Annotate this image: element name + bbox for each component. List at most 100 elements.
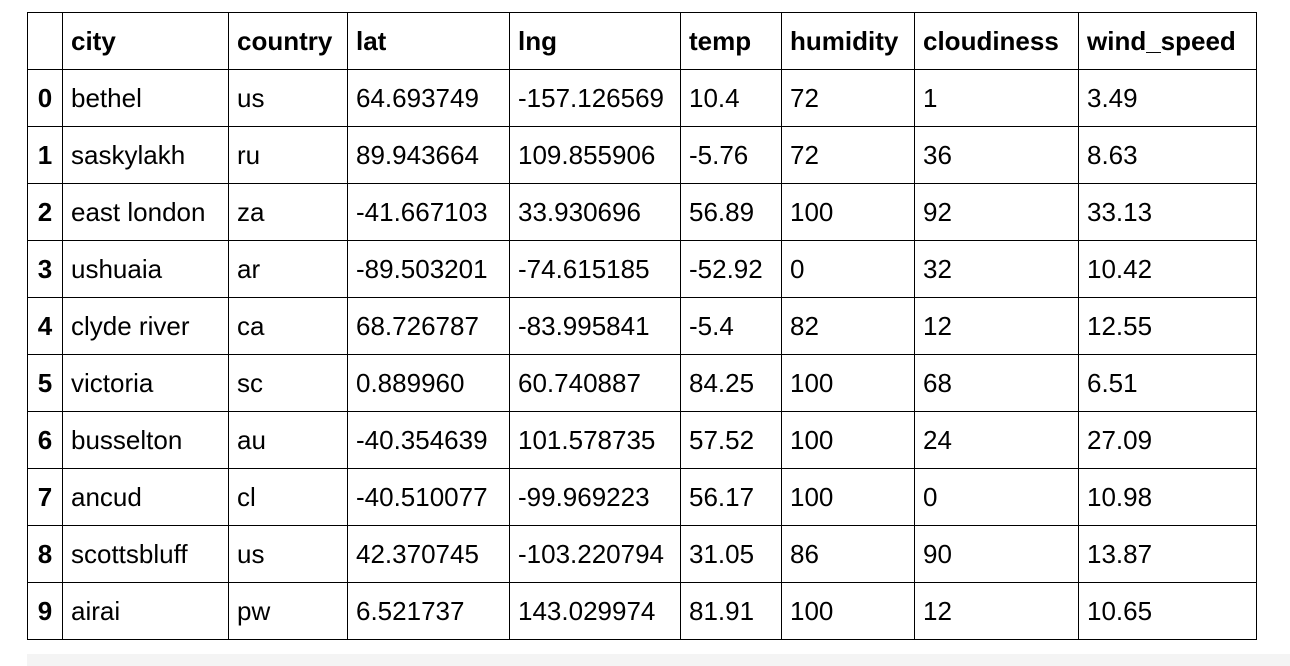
column-header-lat: lat — [347, 12, 510, 70]
row-index: 1 — [27, 126, 63, 184]
cell-cloudiness: 12 — [914, 297, 1079, 355]
row-index: 0 — [27, 69, 63, 127]
cell-wind-speed: 12.55 — [1078, 297, 1257, 355]
cell-lng: 33.930696 — [509, 183, 681, 241]
cell-lat: 89.943664 — [347, 126, 510, 184]
cell-humidity: 72 — [781, 69, 915, 127]
cell-lat: 64.693749 — [347, 69, 510, 127]
cell-country: us — [228, 69, 348, 127]
cell-cloudiness: 32 — [914, 240, 1079, 298]
cell-city: ancud — [62, 468, 229, 526]
cell-wind-speed: 3.49 — [1078, 69, 1257, 127]
cell-cloudiness: 36 — [914, 126, 1079, 184]
table-row: 8 scottsbluff us 42.370745 -103.220794 31.05 8… — [27, 525, 1257, 583]
cell-lat: -40.354639 — [347, 411, 510, 469]
cell-humidity: 100 — [781, 411, 915, 469]
cell-country: za — [228, 183, 348, 241]
table-row: 3 ushuaia ar -89.503201 -74.615185 -52.92 0 32 1… — [27, 240, 1257, 298]
table-row: 1 saskylakh ru 89.943664 109.855906 -5.76 72 36… — [27, 126, 1257, 184]
cell-country: sc — [228, 354, 348, 412]
cell-lat: 68.726787 — [347, 297, 510, 355]
cell-cloudiness: 1 — [914, 69, 1079, 127]
table-row: 2 east london za -41.667103 33.930696 56.89 10… — [27, 183, 1257, 241]
cell-cloudiness: 92 — [914, 183, 1079, 241]
row-index: 9 — [27, 582, 63, 640]
cell-lng: 143.029974 — [509, 582, 681, 640]
column-header-humidity: humidity — [781, 12, 915, 70]
output-scroll-area — [27, 654, 1290, 666]
cell-city: scottsbluff — [62, 525, 229, 583]
column-header-country: country — [228, 12, 348, 70]
cell-country: us — [228, 525, 348, 583]
row-index: 5 — [27, 354, 63, 412]
cell-wind-speed: 33.13 — [1078, 183, 1257, 241]
cell-country: cl — [228, 468, 348, 526]
cell-lng: -157.126569 — [509, 69, 681, 127]
cell-country: ca — [228, 297, 348, 355]
column-header-lng: lng — [509, 12, 681, 70]
cell-humidity: 82 — [781, 297, 915, 355]
cell-city: victoria — [62, 354, 229, 412]
cell-temp: -5.4 — [680, 297, 782, 355]
cell-wind-speed: 13.87 — [1078, 525, 1257, 583]
cell-wind-speed: 10.65 — [1078, 582, 1257, 640]
cell-city: airai — [62, 582, 229, 640]
cell-city: clyde river — [62, 297, 229, 355]
column-header-temp: temp — [680, 12, 782, 70]
cell-lng: 60.740887 — [509, 354, 681, 412]
cell-temp: -52.92 — [680, 240, 782, 298]
cell-temp: 56.17 — [680, 468, 782, 526]
table-header: city country lat lng temp humidity cloudiness w… — [27, 12, 1257, 70]
row-index: 8 — [27, 525, 63, 583]
cell-lat: -41.667103 — [347, 183, 510, 241]
cell-humidity: 100 — [781, 468, 915, 526]
cell-city: busselton — [62, 411, 229, 469]
cell-temp: 31.05 — [680, 525, 782, 583]
row-index: 3 — [27, 240, 63, 298]
cell-lng: 101.578735 — [509, 411, 681, 469]
cell-wind-speed: 27.09 — [1078, 411, 1257, 469]
cell-city: east london — [62, 183, 229, 241]
cell-wind-speed: 10.98 — [1078, 468, 1257, 526]
table-body: 0 bethel us 64.693749 -157.126569 10.4 72 1 3.49… — [27, 69, 1257, 640]
table-row: 4 clyde river ca 68.726787 -83.995841 -5.4 82 1… — [27, 297, 1257, 355]
row-index: 6 — [27, 411, 63, 469]
cell-temp: 84.25 — [680, 354, 782, 412]
cell-humidity: 100 — [781, 183, 915, 241]
cell-lng: -83.995841 — [509, 297, 681, 355]
cell-cloudiness: 12 — [914, 582, 1079, 640]
cell-lat: 0.889960 — [347, 354, 510, 412]
table-row: 7 ancud cl -40.510077 -99.969223 56.17 100 0 10.… — [27, 468, 1257, 526]
cell-temp: 10.4 — [680, 69, 782, 127]
header-row: city country lat lng temp humidity cloudiness w… — [27, 12, 1257, 70]
cell-humidity: 100 — [781, 354, 915, 412]
cell-humidity: 72 — [781, 126, 915, 184]
cell-lat: -89.503201 — [347, 240, 510, 298]
cell-wind-speed: 8.63 — [1078, 126, 1257, 184]
cell-country: ar — [228, 240, 348, 298]
cell-cloudiness: 68 — [914, 354, 1079, 412]
cell-wind-speed: 10.42 — [1078, 240, 1257, 298]
cell-temp: 57.52 — [680, 411, 782, 469]
cell-humidity: 100 — [781, 582, 915, 640]
column-header-wind-speed: wind_speed — [1078, 12, 1257, 70]
cell-city: ushuaia — [62, 240, 229, 298]
cell-country: au — [228, 411, 348, 469]
dataframe-output: city country lat lng temp humidity cloudiness w… — [27, 12, 1257, 640]
cell-cloudiness: 90 — [914, 525, 1079, 583]
row-index: 7 — [27, 468, 63, 526]
cell-cloudiness: 0 — [914, 468, 1079, 526]
cell-temp: 81.91 — [680, 582, 782, 640]
table-row: 9 airai pw 6.521737 143.029974 81.91 100 12 10.6… — [27, 582, 1257, 640]
cell-lng: -103.220794 — [509, 525, 681, 583]
row-index: 2 — [27, 183, 63, 241]
cell-temp: -5.76 — [680, 126, 782, 184]
cell-country: ru — [228, 126, 348, 184]
cell-city: bethel — [62, 69, 229, 127]
cell-city: saskylakh — [62, 126, 229, 184]
cell-temp: 56.89 — [680, 183, 782, 241]
cell-humidity: 86 — [781, 525, 915, 583]
cell-lat: -40.510077 — [347, 468, 510, 526]
cell-lng: 109.855906 — [509, 126, 681, 184]
